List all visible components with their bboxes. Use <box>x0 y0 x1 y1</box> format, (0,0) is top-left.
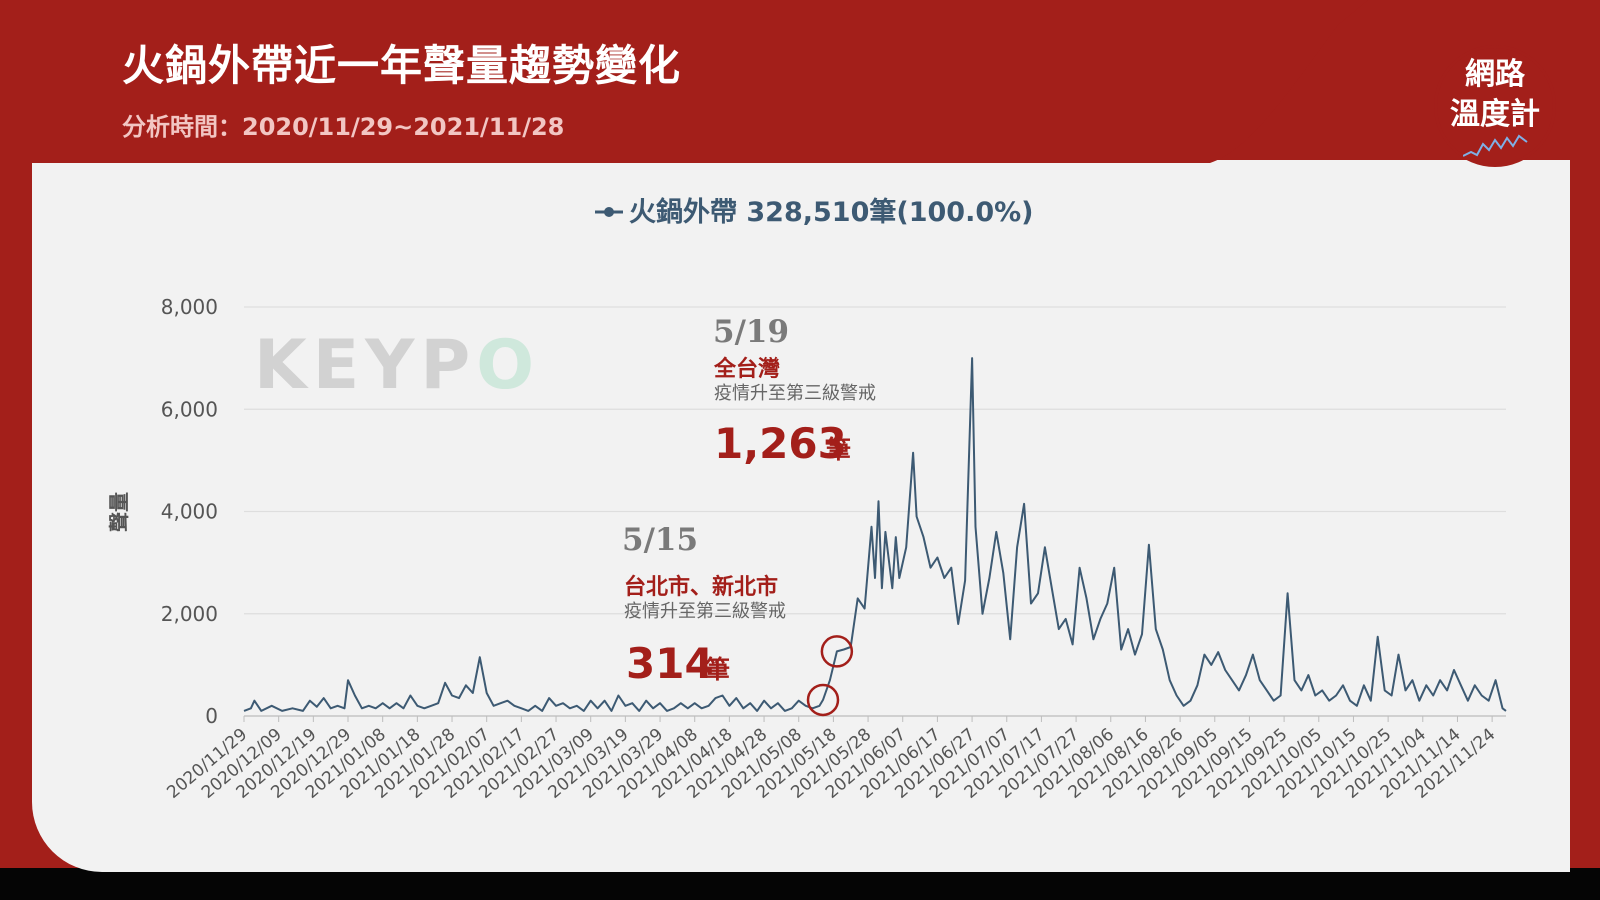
series-layer <box>243 357 1507 717</box>
y-tick-label: 4,000 <box>161 500 218 524</box>
series-line <box>243 357 1507 712</box>
annotation-region: 全台灣 <box>713 356 780 382</box>
analysis-period: 分析時間：2020/11/29~2021/11/28 <box>122 113 565 141</box>
annotation-date: 5/15 <box>622 522 698 558</box>
header-banner: 火鍋外帶近一年聲量趨勢變化 分析時間：2020/11/29~2021/11/28 <box>0 0 1600 170</box>
y-tick-label: 2,000 <box>161 602 218 626</box>
annotation-unit: 筆 <box>705 655 730 684</box>
y-tick-label: 6,000 <box>161 397 218 421</box>
page-title: 火鍋外帶近一年聲量趨勢變化 <box>122 41 682 90</box>
grid-layer <box>244 306 1506 717</box>
annotation-highlight-circle <box>806 683 840 717</box>
chart-card: KEYPO 0 2,000 4,000 6,000 8,000 2020/11/29 20… <box>32 160 1570 872</box>
annotation-region: 台北市、新北市 <box>624 574 778 600</box>
annotation-5-15: 5/15 台北市、新北市 疫情升至第三級警戒 314 筆 <box>622 522 786 688</box>
brand-logo: 網路 溫度計 <box>1437 48 1553 164</box>
bottom-band <box>0 868 1600 900</box>
y-tick-label: 8,000 <box>161 295 218 319</box>
annotation-value: 314 <box>626 639 714 688</box>
legend: 火鍋外帶 328,510筆(100.0%) <box>595 196 1034 228</box>
y-axis: 0 2,000 4,000 6,000 8,000 <box>161 295 218 728</box>
annotation-5-19: 5/19 全台灣 疫情升至第三級警戒 1,263 筆 <box>713 314 876 468</box>
x-axis: 2020/11/292020/12/092020/12/192020/12/29… <box>163 716 1499 803</box>
header-background <box>0 0 1368 163</box>
annotation-description: 疫情升至第三級警戒 <box>624 601 786 622</box>
annotation-description: 疫情升至第三級警戒 <box>714 383 876 404</box>
y-axis-label: 聲量 <box>107 492 131 532</box>
legend-marker <box>604 207 614 217</box>
y-tick-label: 0 <box>205 704 218 728</box>
logo-text-line1: 網路 <box>1465 57 1525 92</box>
watermark: KEYPO <box>254 326 540 405</box>
annotation-highlight-circle <box>820 635 854 668</box>
annotation-value: 1,263 <box>714 419 847 468</box>
line-chart: KEYPO 0 2,000 4,000 6,000 8,000 2020/11/2920… <box>107 196 1507 803</box>
legend-label: 火鍋外帶 328,510筆(100.0%) <box>629 196 1034 228</box>
annotation-date: 5/19 <box>713 314 789 350</box>
annotation-unit: 筆 <box>826 435 851 464</box>
logo-text-line2: 溫度計 <box>1450 97 1540 132</box>
wave-icon <box>1463 134 1528 157</box>
